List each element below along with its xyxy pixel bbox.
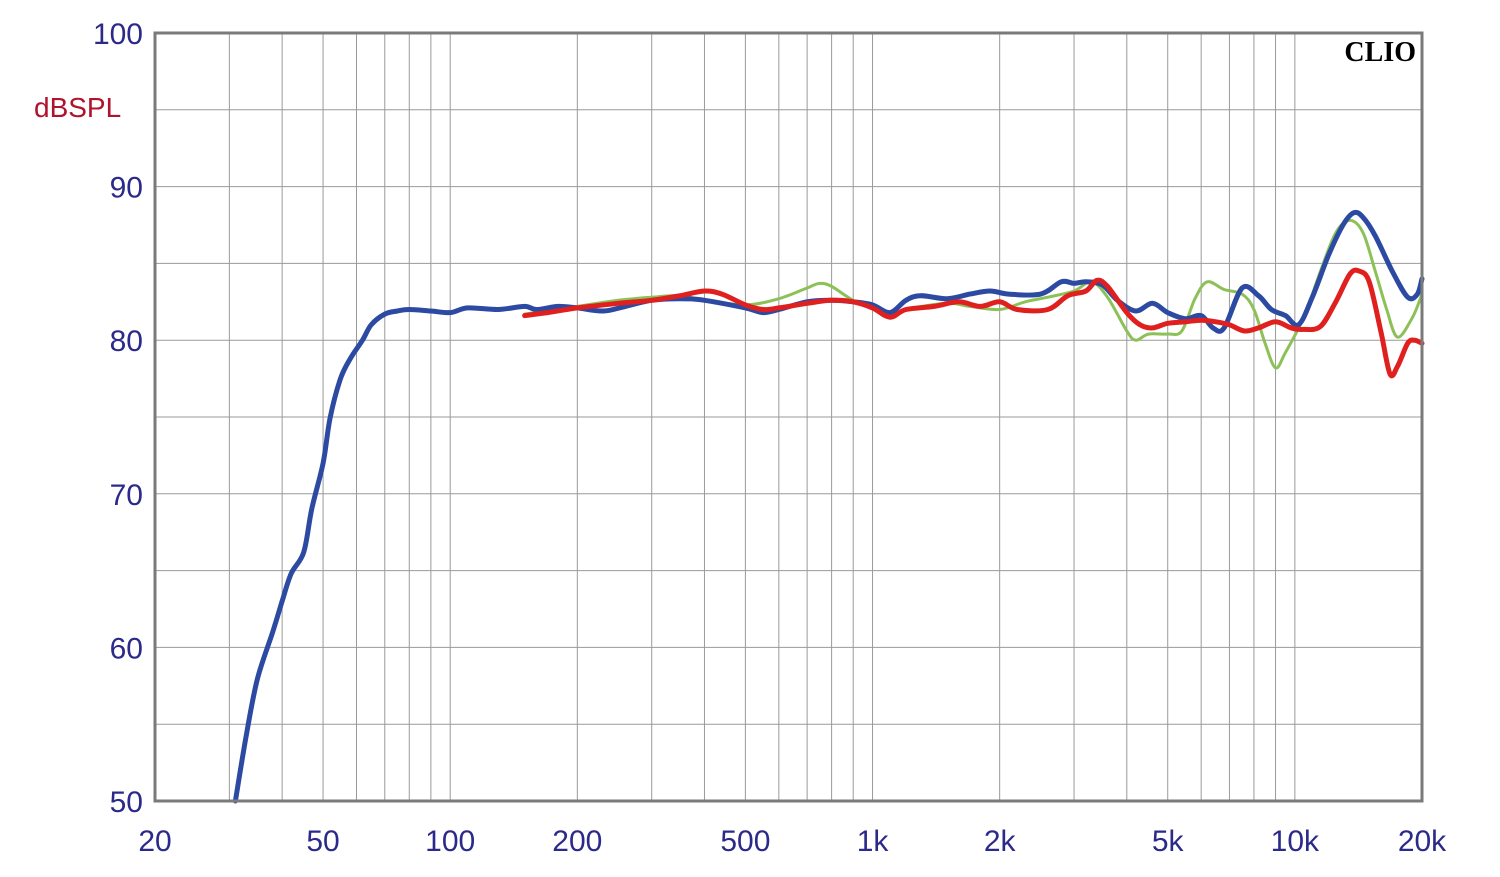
y-tick-label: 50 xyxy=(110,786,143,819)
brand-label: CLIO xyxy=(1344,37,1416,68)
grid xyxy=(155,33,1422,801)
x-tick-label: 200 xyxy=(552,825,602,858)
x-tick-label: 10k xyxy=(1271,825,1320,858)
x-tick-label: 500 xyxy=(720,825,770,858)
x-tick-label: 5k xyxy=(1152,825,1185,858)
x-tick-label: 20k xyxy=(1398,825,1447,858)
y-tick-label: 60 xyxy=(110,632,143,665)
x-tick-label: 2k xyxy=(984,825,1017,858)
y-tick-label: 90 xyxy=(110,172,143,205)
y-tick-labels: 50 60 70 80 90 100 xyxy=(93,18,143,819)
y-tick-label: 100 xyxy=(93,18,143,51)
plot-frame xyxy=(153,31,1424,803)
x-tick-label: 1k xyxy=(857,825,890,858)
y-axis-label: dBSPL xyxy=(34,92,121,123)
x-tick-label: 50 xyxy=(306,825,339,858)
x-tick-labels: 20 50 100 200 500 1k 2k 5k 10k 20k xyxy=(138,825,1447,858)
y-tick-label: 70 xyxy=(110,479,143,512)
series-line-3 xyxy=(522,267,1425,379)
x-tick-label: 20 xyxy=(138,825,171,858)
series-lines xyxy=(232,209,1425,804)
x-tick-label: 100 xyxy=(425,825,475,858)
y-tick-label: 80 xyxy=(110,325,143,358)
